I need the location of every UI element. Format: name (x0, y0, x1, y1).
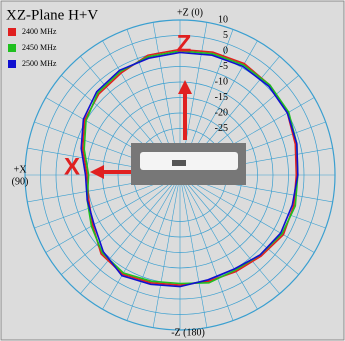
device (140, 152, 238, 170)
arrows (90, 80, 192, 179)
annotation: X (64, 153, 80, 180)
r-tick-label: -20 (215, 107, 228, 118)
angle-label: +X (14, 164, 28, 175)
r-tick-label: 5 (223, 30, 228, 41)
r-tick-label: 0 (223, 45, 228, 56)
grid-circle (40, 35, 320, 315)
legend-swatch (8, 44, 16, 52)
r-tick-label: -15 (215, 92, 228, 103)
series-line (80, 51, 299, 288)
curves (80, 48, 299, 288)
annotation: Z (177, 30, 192, 57)
series-line (83, 50, 299, 285)
chart-title: XZ-Plane H+V (6, 7, 98, 23)
angle-label: +Z (0) (177, 7, 203, 18)
grid-circle (24, 19, 336, 331)
r-tick-label: -5 (220, 61, 228, 72)
r-tick-label: -25 (215, 123, 228, 134)
r-tick-label: -10 (215, 76, 228, 87)
r-tick-label: 10 (218, 14, 228, 25)
legend-label: 2400 MHz (22, 27, 57, 36)
arrow-z-head (178, 80, 192, 94)
angle-label: -Z (180) (171, 327, 205, 338)
angle-label: (90) (12, 176, 29, 187)
legend-swatch (8, 60, 16, 68)
arrow-x-head (90, 165, 104, 179)
legend-label: 2500 MHz (22, 59, 57, 68)
legend-label: 2450 MHz (22, 43, 57, 52)
legend-swatch (8, 28, 16, 36)
device-port (172, 160, 186, 166)
